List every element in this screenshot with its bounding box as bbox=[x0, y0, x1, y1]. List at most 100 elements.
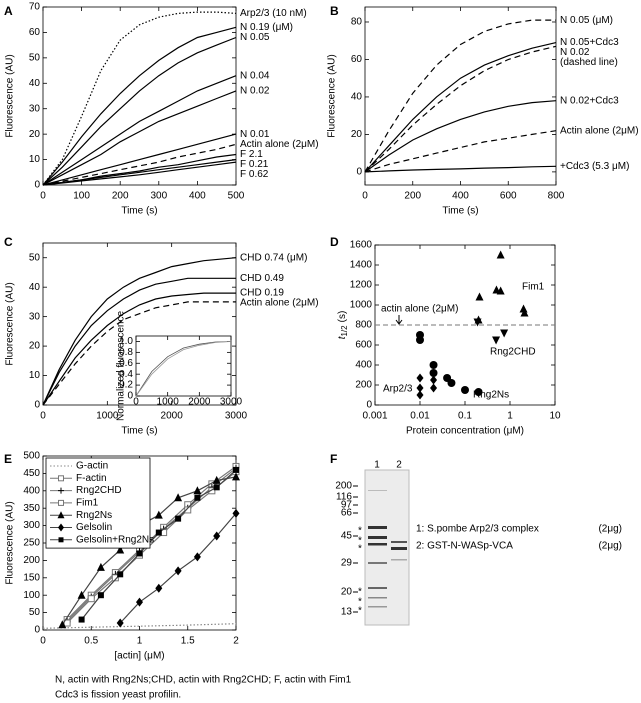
band-mark: * bbox=[358, 587, 362, 598]
x-tick-label: 800 bbox=[548, 191, 565, 202]
panel-label: B bbox=[330, 4, 339, 18]
x-tick-label: 500 bbox=[228, 191, 245, 202]
gel-marker-label: 45 bbox=[341, 531, 353, 542]
gel-bands bbox=[368, 490, 407, 608]
x-tick-label: 0 bbox=[133, 397, 139, 408]
point bbox=[111, 574, 119, 582]
point bbox=[58, 620, 67, 629]
point bbox=[447, 379, 456, 387]
band bbox=[368, 536, 387, 539]
y-tick-label: 40 bbox=[351, 92, 363, 103]
y-tick-label: 50 bbox=[29, 252, 41, 263]
series-label: Actin alone (2μM) bbox=[560, 125, 639, 136]
y-tick-label: 100 bbox=[23, 590, 40, 601]
band bbox=[368, 562, 387, 564]
data-line bbox=[364, 19, 556, 173]
point bbox=[500, 329, 509, 338]
y-tick-label: 600 bbox=[355, 340, 372, 351]
x-tick-label: 0.5 bbox=[84, 636, 98, 647]
y-tick-label: 150 bbox=[23, 572, 40, 583]
point bbox=[194, 494, 201, 501]
band bbox=[391, 559, 407, 561]
chart-panel: 0 1000 2000 3000 00.20.40.60.81.0Normalized … bbox=[116, 311, 243, 421]
point bbox=[475, 292, 484, 301]
series-label: +Cdc3 (5.3 μM) bbox=[560, 161, 629, 172]
data-line bbox=[364, 165, 557, 173]
x-tick-label: 2000 bbox=[161, 411, 184, 422]
series-label: Fim1 bbox=[522, 282, 545, 293]
band bbox=[368, 526, 387, 529]
legend-label: F-actin bbox=[76, 473, 107, 484]
x-tick-label: 0 bbox=[362, 191, 368, 202]
plot-frame bbox=[364, 6, 557, 186]
point bbox=[430, 383, 438, 393]
point bbox=[416, 383, 424, 393]
gel-marker-label: 200 bbox=[335, 481, 352, 492]
y-tick-label: 1600 bbox=[350, 240, 373, 251]
point bbox=[78, 616, 85, 623]
gel-legend: 2: GST-N-WASp-VCA bbox=[416, 541, 513, 552]
plot-frame bbox=[42, 6, 237, 186]
gel-marker-label: 66 bbox=[341, 508, 353, 519]
data-line bbox=[42, 133, 237, 186]
lane-label: 2 bbox=[396, 460, 402, 471]
x-tick-label: 3000 bbox=[225, 411, 248, 422]
band bbox=[391, 547, 407, 550]
data-line bbox=[66, 465, 237, 621]
point bbox=[117, 571, 124, 578]
series-label: N 0.02+Cdc3 bbox=[560, 95, 619, 106]
point bbox=[154, 510, 163, 519]
data-line bbox=[42, 36, 237, 186]
plot-frame bbox=[42, 242, 237, 406]
x-tick-label: 2000 bbox=[188, 397, 211, 408]
y-tick-label: 30 bbox=[29, 311, 41, 322]
point bbox=[193, 552, 201, 562]
legend-label: Rng2CHD bbox=[76, 485, 122, 496]
point bbox=[416, 336, 424, 344]
legend-marker bbox=[57, 511, 65, 519]
point bbox=[96, 562, 105, 571]
series-label: N 0.02 bbox=[560, 47, 590, 58]
x-tick-label: 300 bbox=[150, 191, 167, 202]
gel-marker-label: 13 bbox=[341, 607, 353, 618]
y-axis-symbol: t bbox=[337, 335, 348, 339]
band-mark: * bbox=[358, 544, 362, 555]
point bbox=[155, 529, 162, 536]
chart-panel: C 0 1000 2000 3000 0 10 20 30 40 50 Time (s) Fluores… bbox=[4, 235, 319, 436]
legend-label: Gelsolin bbox=[76, 522, 112, 533]
point bbox=[473, 318, 482, 327]
point bbox=[496, 286, 505, 295]
series-label: N 0.19 (μM) bbox=[240, 22, 293, 33]
panel-label: C bbox=[4, 235, 13, 249]
point bbox=[174, 493, 183, 502]
series-label: Actin alone (2μM) bbox=[240, 298, 319, 309]
y-tick-label: 60 bbox=[351, 54, 363, 65]
point bbox=[492, 336, 501, 345]
annotation: actin alone (2μM) bbox=[381, 304, 458, 315]
y-axis-label: t1/2 (s) bbox=[337, 311, 349, 340]
point bbox=[430, 375, 438, 385]
series-label: CHD 0.19 bbox=[240, 288, 284, 299]
point bbox=[232, 472, 240, 481]
y-tick-label: 10 bbox=[29, 370, 41, 381]
y-tick-label: 450 bbox=[23, 468, 40, 479]
panel-label: D bbox=[330, 235, 339, 249]
x-tick-label: 1 bbox=[137, 636, 143, 647]
data-line bbox=[42, 257, 237, 406]
series-label: N 0.01 bbox=[240, 129, 270, 140]
data-line bbox=[42, 623, 237, 629]
y-tick-label: 200 bbox=[355, 380, 372, 391]
plot-frame bbox=[135, 335, 232, 397]
chart-panel: E 0 0.5 1 1.5 2 0 50 100 150 200 250 300 350 400 450 500… bbox=[4, 451, 240, 662]
legend-marker bbox=[58, 487, 64, 494]
x-tick-label: 400 bbox=[189, 191, 206, 202]
band bbox=[391, 541, 407, 543]
data-line bbox=[42, 292, 236, 406]
x-tick-label: 0.1 bbox=[458, 411, 472, 422]
y-tick-label: 200 bbox=[23, 555, 40, 566]
x-tick-label: 0 bbox=[40, 636, 46, 647]
y-axis-label: Normalized fluorescence bbox=[116, 311, 127, 421]
band bbox=[368, 606, 387, 608]
